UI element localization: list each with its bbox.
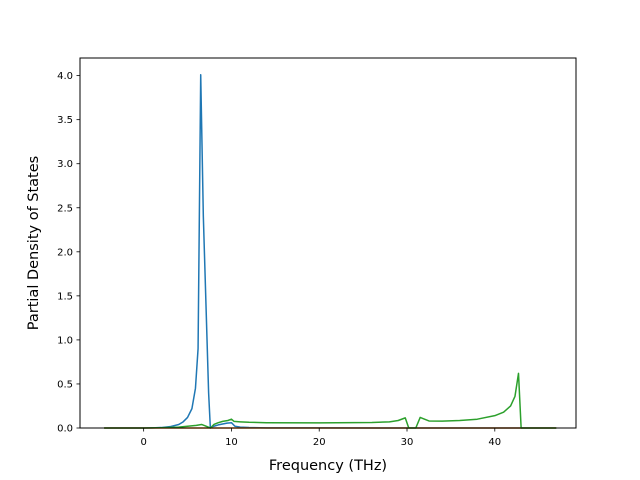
y-tick-label: 0.5 [57,379,73,390]
series-line-3 [104,372,557,429]
x-axis: 0 10 20 30 40 [140,428,501,448]
y-tick-label: 2.0 [57,247,73,258]
x-tick-label: 40 [488,437,501,448]
y-axis-label: Partial Density of States [26,156,42,330]
x-tick-label: 20 [313,437,326,448]
y-tick-label: 3.0 [57,159,73,170]
x-axis-label: Frequency (THz) [269,458,387,474]
x-tick-label: 10 [225,437,238,448]
y-tick-label: 1.0 [57,335,73,346]
plot-frame [79,57,577,429]
x-tick-label: 30 [401,437,414,448]
y-tick-label: 4.0 [57,71,73,82]
y-axis: 0.0 0.5 1.0 1.5 2.0 2.5 3.0 3.5 4.0 [57,71,80,435]
y-tick-label: 1.5 [57,291,73,302]
x-tick-label: 0 [140,437,146,448]
y-tick-label: 2.5 [57,203,73,214]
y-tick-label: 0.0 [57,424,73,435]
y-tick-label: 3.5 [57,115,73,126]
